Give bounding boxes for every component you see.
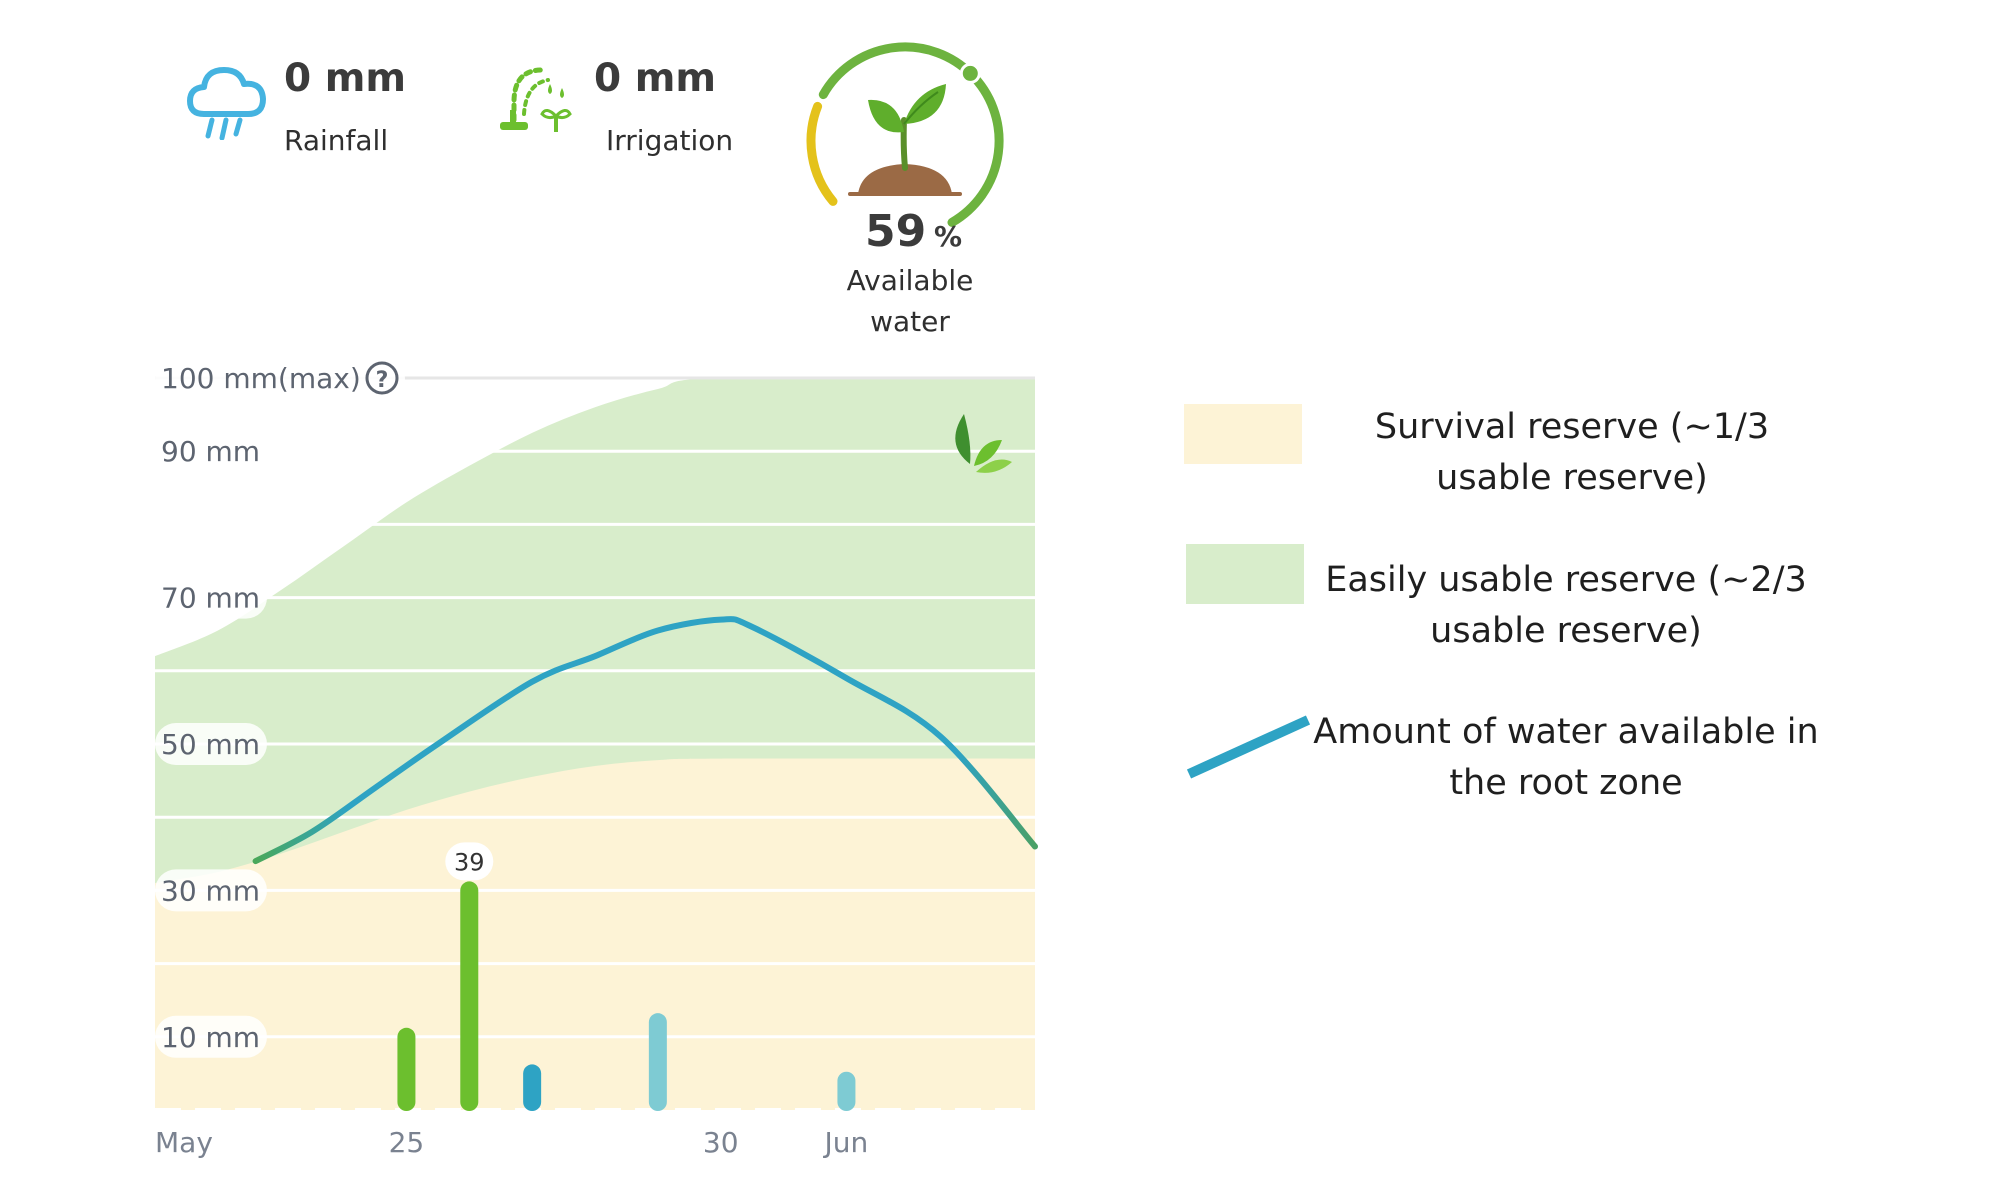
y-tick-pill bbox=[155, 430, 267, 473]
gauge-low-segment bbox=[806, 101, 838, 206]
available-water-value: 59 bbox=[865, 206, 927, 257]
rainfall-value: 0 mm bbox=[284, 56, 406, 101]
legend-label-survival: Survival reserve (~1/3 usable reserve) bbox=[1374, 407, 1770, 498]
x-tick-label: 30 bbox=[703, 1126, 739, 1159]
bar-label-pill bbox=[445, 842, 494, 881]
available-water-label-line1: Available bbox=[846, 264, 974, 297]
irrigation-value: 0 mm bbox=[594, 56, 716, 101]
survival-reserve-area bbox=[155, 758, 1035, 1110]
x-tick-label: 25 bbox=[389, 1126, 425, 1159]
y-tick-pill bbox=[155, 1015, 267, 1058]
y-tick-label: 50 mm bbox=[161, 728, 260, 761]
legend-swatch-survival bbox=[1184, 404, 1302, 464]
help-icon-glyph: ? bbox=[376, 368, 389, 393]
y-tick-label: 70 mm bbox=[161, 582, 260, 615]
y-tick-label: 90 mm bbox=[161, 435, 260, 468]
x-tick-label: May bbox=[155, 1126, 213, 1159]
y-tick-label: 30 mm bbox=[161, 874, 260, 907]
y-tick-pill bbox=[155, 357, 405, 399]
rain-cloud-icon bbox=[187, 67, 266, 140]
available-water-label: Available water bbox=[800, 260, 1020, 342]
legend-swatch-easy bbox=[1186, 544, 1304, 604]
y-tick-label: 100 mm(max) bbox=[161, 362, 361, 395]
leaf-logo-icon bbox=[955, 414, 1012, 473]
available-water-unit: % bbox=[934, 220, 963, 253]
sprinkler-icon bbox=[500, 67, 572, 132]
water-available-line bbox=[252, 616, 1038, 865]
legend-swatch-line bbox=[1186, 715, 1311, 779]
x-tick-label: Jun bbox=[823, 1126, 869, 1159]
irrigation-label: Irrigation bbox=[606, 124, 734, 157]
legend-label-line: Amount of water available in the root zo… bbox=[1313, 712, 1819, 803]
gauge-marker bbox=[959, 62, 981, 84]
help-icon bbox=[365, 361, 399, 395]
available-water-label-line2: water bbox=[870, 305, 950, 338]
water-reserve-chart: 100 mm(max) ? 90 mm 70 mm 50 mm 30 mm 10 mm May… bbox=[155, 357, 1038, 1159]
y-tick-pill bbox=[155, 723, 267, 765]
bar-value-label: 39 bbox=[454, 848, 485, 876]
sprout-icon bbox=[848, 84, 962, 196]
y-tick-pill bbox=[155, 576, 267, 619]
gauge-ring bbox=[806, 42, 1004, 227]
legend-label-easy: Easily usable reserve (~2/3 usable reser… bbox=[1325, 560, 1807, 651]
y-tick-pill bbox=[155, 869, 267, 912]
y-tick-label: 10 mm bbox=[161, 1021, 260, 1054]
rainfall-label: Rainfall bbox=[284, 124, 389, 157]
